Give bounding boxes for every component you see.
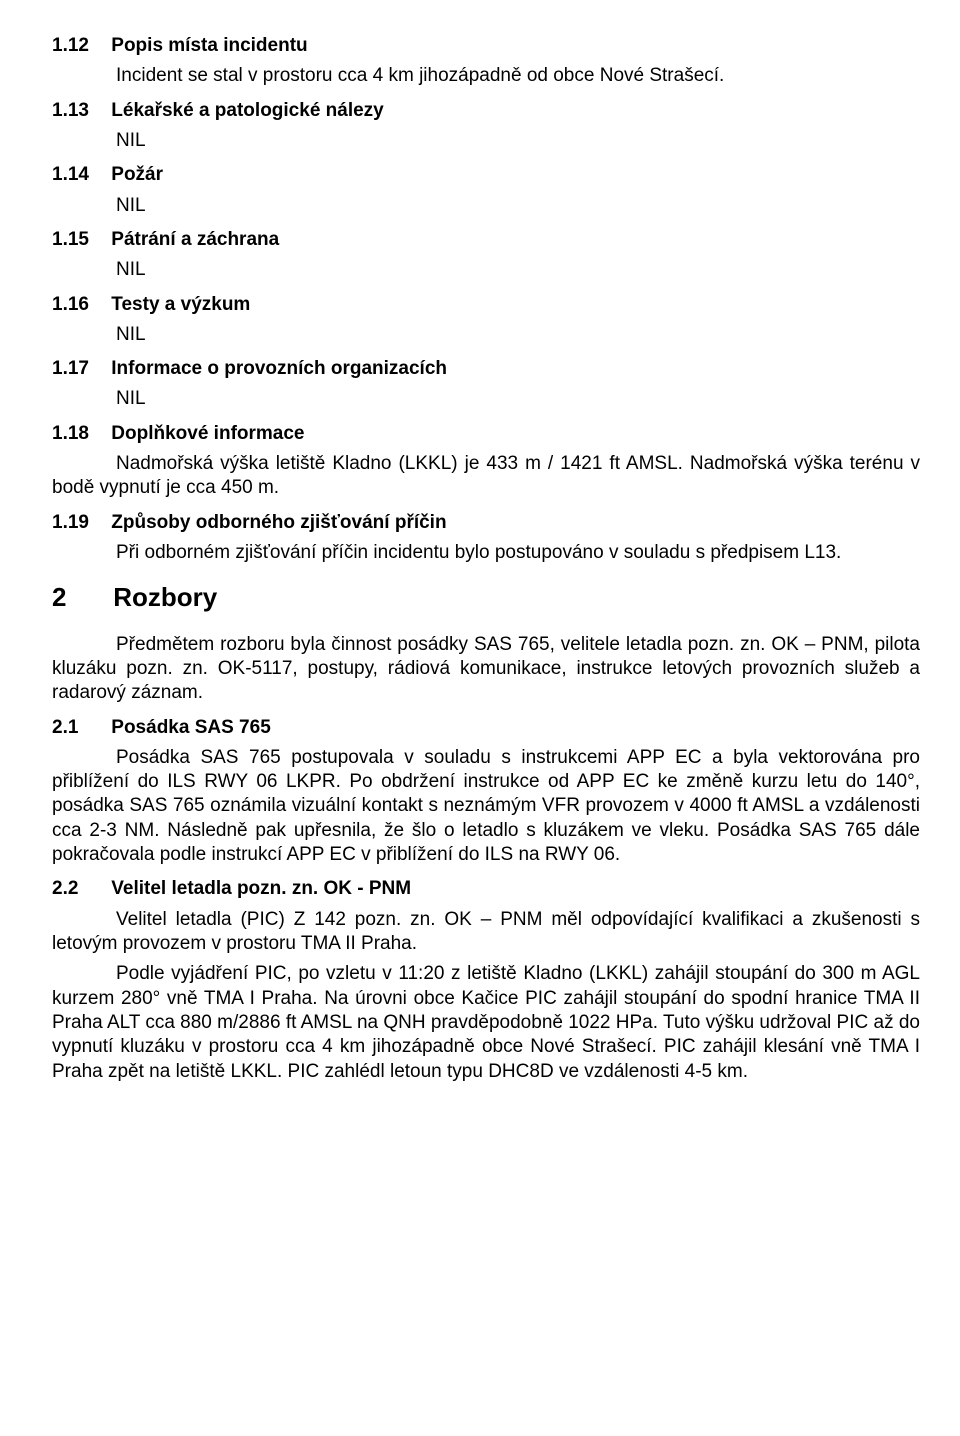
section-body-1-19: Při odborném zjišťování příčin incidentu… [52, 541, 920, 565]
section-body-text: Nadmořská výška letiště Kladno (LKKL) je… [52, 453, 920, 498]
section-heading-1-12: 1.12 Popis místa incidentu [52, 34, 920, 58]
section-heading-2: 2 Rozbory [52, 581, 920, 614]
section-body-2-1: Posádka SAS 765 postupovala v souladu s … [52, 746, 920, 868]
section-num: 1.12 [52, 34, 106, 58]
section-num: 1.15 [52, 228, 106, 252]
section-heading-1-16: 1.16 Testy a výzkum [52, 293, 920, 317]
section-body-text: Podle vyjádření PIC, po vzletu v 11:20 z… [52, 963, 920, 1081]
section-title: Rozbory [113, 582, 217, 612]
section-title: Požár [111, 164, 163, 185]
nil-value: NIL [116, 323, 920, 347]
section-num: 1.18 [52, 422, 106, 446]
section-num: 1.13 [52, 99, 106, 123]
section-num: 1.16 [52, 293, 106, 317]
section-heading-2-2: 2.2 Velitel letadla pozn. zn. OK - PNM [52, 877, 920, 901]
section-title: Posádka SAS 765 [111, 717, 270, 738]
section-num: 1.19 [52, 511, 106, 535]
section-title: Způsoby odborného zjišťování příčin [111, 512, 446, 533]
section-title: Popis místa incidentu [111, 35, 307, 56]
section-heading-1-13: 1.13 Lékařské a patologické nálezy [52, 99, 920, 123]
section-num: 1.17 [52, 357, 106, 381]
section-body-text: Při odborném zjišťování příčin incidentu… [116, 542, 841, 563]
section-body-2-2-p2: Podle vyjádření PIC, po vzletu v 11:20 z… [52, 962, 920, 1084]
nil-value: NIL [116, 194, 920, 218]
section-heading-1-15: 1.15 Pátrání a záchrana [52, 228, 920, 252]
nil-value: NIL [116, 129, 920, 153]
section-num: 1.14 [52, 163, 106, 187]
section-heading-1-17: 1.17 Informace o provozních organizacích [52, 357, 920, 381]
section-body-2-2-p1: Velitel letadla (PIC) Z 142 pozn. zn. OK… [52, 908, 920, 957]
section-title: Informace o provozních organizacích [111, 358, 447, 379]
section-num: 2.1 [52, 716, 106, 740]
section-title: Doplňkové informace [111, 423, 304, 444]
section-heading-1-18: 1.18 Doplňkové informace [52, 422, 920, 446]
section-body-text: Velitel letadla (PIC) Z 142 pozn. zn. OK… [52, 909, 920, 954]
nil-value: NIL [116, 258, 920, 282]
section-heading-2-1: 2.1 Posádka SAS 765 [52, 716, 920, 740]
section-num: 2.2 [52, 877, 106, 901]
section-heading-1-19: 1.19 Způsoby odborného zjišťování příčin [52, 511, 920, 535]
section-title: Lékařské a patologické nálezy [111, 100, 383, 121]
section-title: Pátrání a záchrana [111, 229, 279, 250]
nil-value: NIL [116, 387, 920, 411]
section-heading-1-14: 1.14 Požár [52, 163, 920, 187]
section-title: Testy a výzkum [111, 294, 250, 315]
section-body-text: Předmětem rozboru byla činnost posádky S… [52, 634, 920, 704]
section-body-1-18: Nadmořská výška letiště Kladno (LKKL) je… [52, 452, 920, 501]
section-intro-2: Předmětem rozboru byla činnost posádky S… [52, 633, 920, 706]
section-body-1-12: Incident se stal v prostoru cca 4 km jih… [116, 64, 920, 88]
section-body-text: Posádka SAS 765 postupovala v souladu s … [52, 747, 920, 865]
section-title: Velitel letadla pozn. zn. OK - PNM [111, 878, 411, 899]
section-num: 2 [52, 581, 106, 614]
